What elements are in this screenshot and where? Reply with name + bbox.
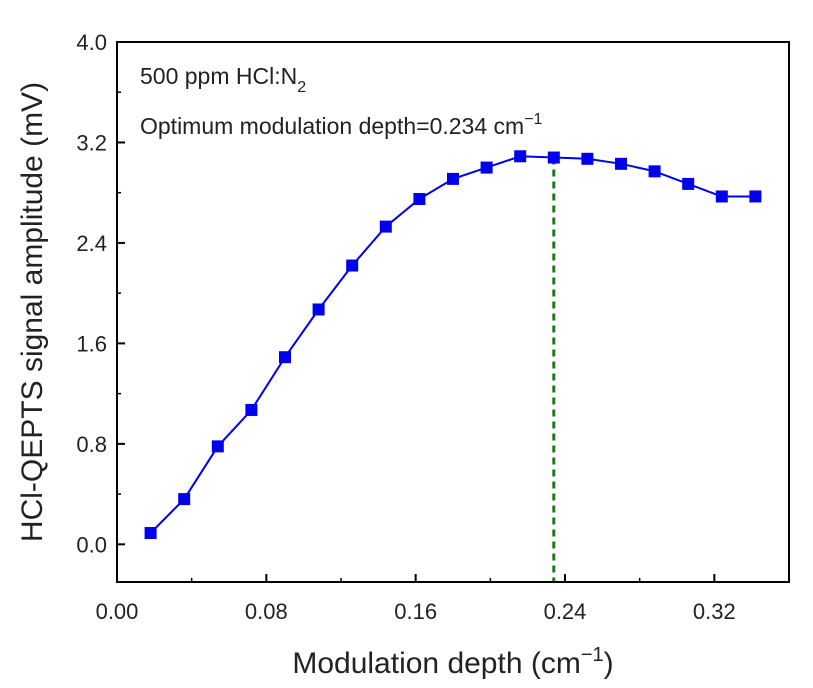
y-tick-labels: 0.0 0.8 1.6 2.4 3.2 4.0	[76, 30, 107, 557]
data-point	[547, 151, 560, 164]
y-tick-label: 0.8	[76, 432, 107, 457]
data-point	[615, 157, 627, 170]
data-point	[648, 165, 661, 178]
x-tick-label: 0.00	[96, 599, 139, 624]
x-tick-label: 0.08	[245, 599, 288, 624]
y-tick-label: 3.2	[76, 130, 107, 155]
data-point	[749, 190, 762, 203]
y-tick-label: 0.0	[76, 532, 107, 557]
data-point	[715, 190, 728, 203]
data-point	[144, 527, 157, 540]
data-point	[178, 493, 191, 506]
data-point	[447, 172, 459, 185]
series-group	[144, 150, 762, 540]
data-point	[514, 150, 527, 163]
data-point	[279, 351, 291, 364]
data-point	[480, 161, 493, 174]
x-axis-title: Modulation depth (cm−1)	[292, 644, 613, 680]
y-axis-title: HCl-QEPTS signal amplitude (mV)	[16, 82, 49, 542]
y-tick-label: 4.0	[76, 30, 107, 55]
data-point	[245, 403, 258, 416]
x-tick-label: 0.24	[544, 599, 587, 624]
data-point	[413, 192, 426, 205]
data-point	[682, 177, 695, 190]
x-tick-label: 0.32	[693, 599, 736, 624]
data-point	[312, 303, 325, 316]
x-tick-label: 0.16	[394, 599, 437, 624]
x-tick-labels: 0.00 0.08 0.16 0.24 0.32	[96, 599, 736, 624]
series-line	[149, 155, 756, 534]
data-point	[211, 440, 224, 453]
plot-frame	[116, 41, 790, 583]
annotation-optimum: Optimum modulation depth=0.234 cm−1	[140, 111, 543, 139]
data-point	[379, 220, 392, 233]
data-point	[581, 152, 594, 165]
data-point	[346, 259, 359, 272]
annotation-concentration: 500 ppm HCl:N2	[140, 63, 306, 96]
y-tick-label: 2.4	[76, 231, 107, 256]
y-tick-label: 1.6	[76, 331, 107, 356]
